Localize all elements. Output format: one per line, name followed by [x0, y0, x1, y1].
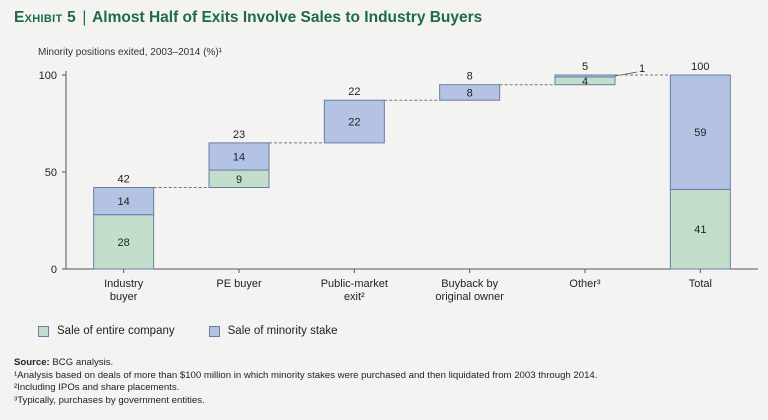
legend-item-minority-stake: Sale of minority stake: [208, 325, 338, 337]
chart-subtitle: Minority positions exited, 2003–2014 (%)…: [38, 47, 222, 58]
legend-item-entire-company: Sale of entire company: [38, 325, 175, 337]
legend-label-minority-stake: Sale of minority stake: [227, 325, 338, 337]
label-total-2: 22: [348, 86, 360, 98]
bar-minority-stake-5: [669, 74, 731, 190]
bar-minority-stake-3: [439, 84, 501, 101]
title-separator: |: [82, 9, 87, 26]
category-label-4-0: Other³: [569, 278, 601, 290]
category-label-2-0: Public-market: [321, 278, 388, 290]
label-entire-company-4: 4: [582, 76, 588, 88]
legend-label-entire-company: Sale of entire company: [57, 325, 175, 337]
footnote-2: ²Including IPOs and share placements.: [14, 382, 180, 394]
bar-minority-stake-0: [93, 187, 155, 216]
leader-line-minority-stake-4: [614, 71, 638, 77]
category-label-5-0: Total: [689, 278, 712, 290]
label-entire-company-0: 28: [118, 237, 130, 249]
source-text: BCG analysis.: [52, 357, 114, 368]
source-label: Source:: [14, 357, 50, 368]
label-total-4: 5: [582, 61, 588, 73]
y-tick-label-100: 100: [39, 70, 57, 82]
legend-swatch-minority-stake: [208, 325, 220, 337]
category-label-2-1: exit²: [344, 291, 365, 303]
exhibit-label: Exhibit 5: [14, 9, 77, 26]
label-entire-company-5: 41: [694, 224, 706, 236]
label-total-5: 100: [691, 61, 709, 73]
bar-entire-company-5: [669, 188, 731, 270]
label-minority-stake-2: 22: [348, 117, 360, 129]
label-total-0: 42: [118, 174, 130, 186]
footnote-3: ³Typically, purchases by government enti…: [14, 394, 205, 406]
label-total-3: 8: [467, 71, 473, 83]
bar-minority-stake-1: [208, 142, 270, 171]
label-minority-stake-4: 1: [639, 63, 645, 75]
y-tick-label-50: 50: [45, 167, 57, 179]
label-minority-stake-3: 8: [467, 87, 473, 99]
category-label-1-0: PE buyer: [216, 278, 262, 290]
label-minority-stake-0: 14: [118, 196, 130, 208]
label-minority-stake-1: 14: [233, 151, 245, 163]
title-text: Almost Half of Exits Involve Sales to In…: [92, 9, 483, 26]
label-entire-company-1: 9: [236, 174, 242, 186]
source-line: Source: BCG analysis.: [14, 357, 597, 370]
category-label-3-0: Buyback by: [441, 278, 498, 290]
legend: Sale of entire company Sale of minority …: [38, 325, 338, 337]
label-minority-stake-5: 59: [694, 127, 706, 139]
bar-minority-stake-2: [323, 99, 385, 144]
legend-swatch-entire-company: [38, 325, 49, 337]
footnote-1: ¹Analysis based on deals of more than $1…: [14, 369, 598, 381]
y-tick-label-0: 0: [51, 264, 57, 276]
chart-title: Exhibit 5 | Almost Half of Exits Involve…: [14, 9, 482, 27]
category-label-3-1: original owner: [435, 291, 504, 303]
label-total-1: 23: [233, 129, 245, 141]
category-label-0-1: buyer: [110, 291, 138, 303]
category-label-0-0: Industry: [104, 278, 144, 290]
footnotes: Source: BCG analysis. ¹Analysis based on…: [14, 357, 597, 407]
